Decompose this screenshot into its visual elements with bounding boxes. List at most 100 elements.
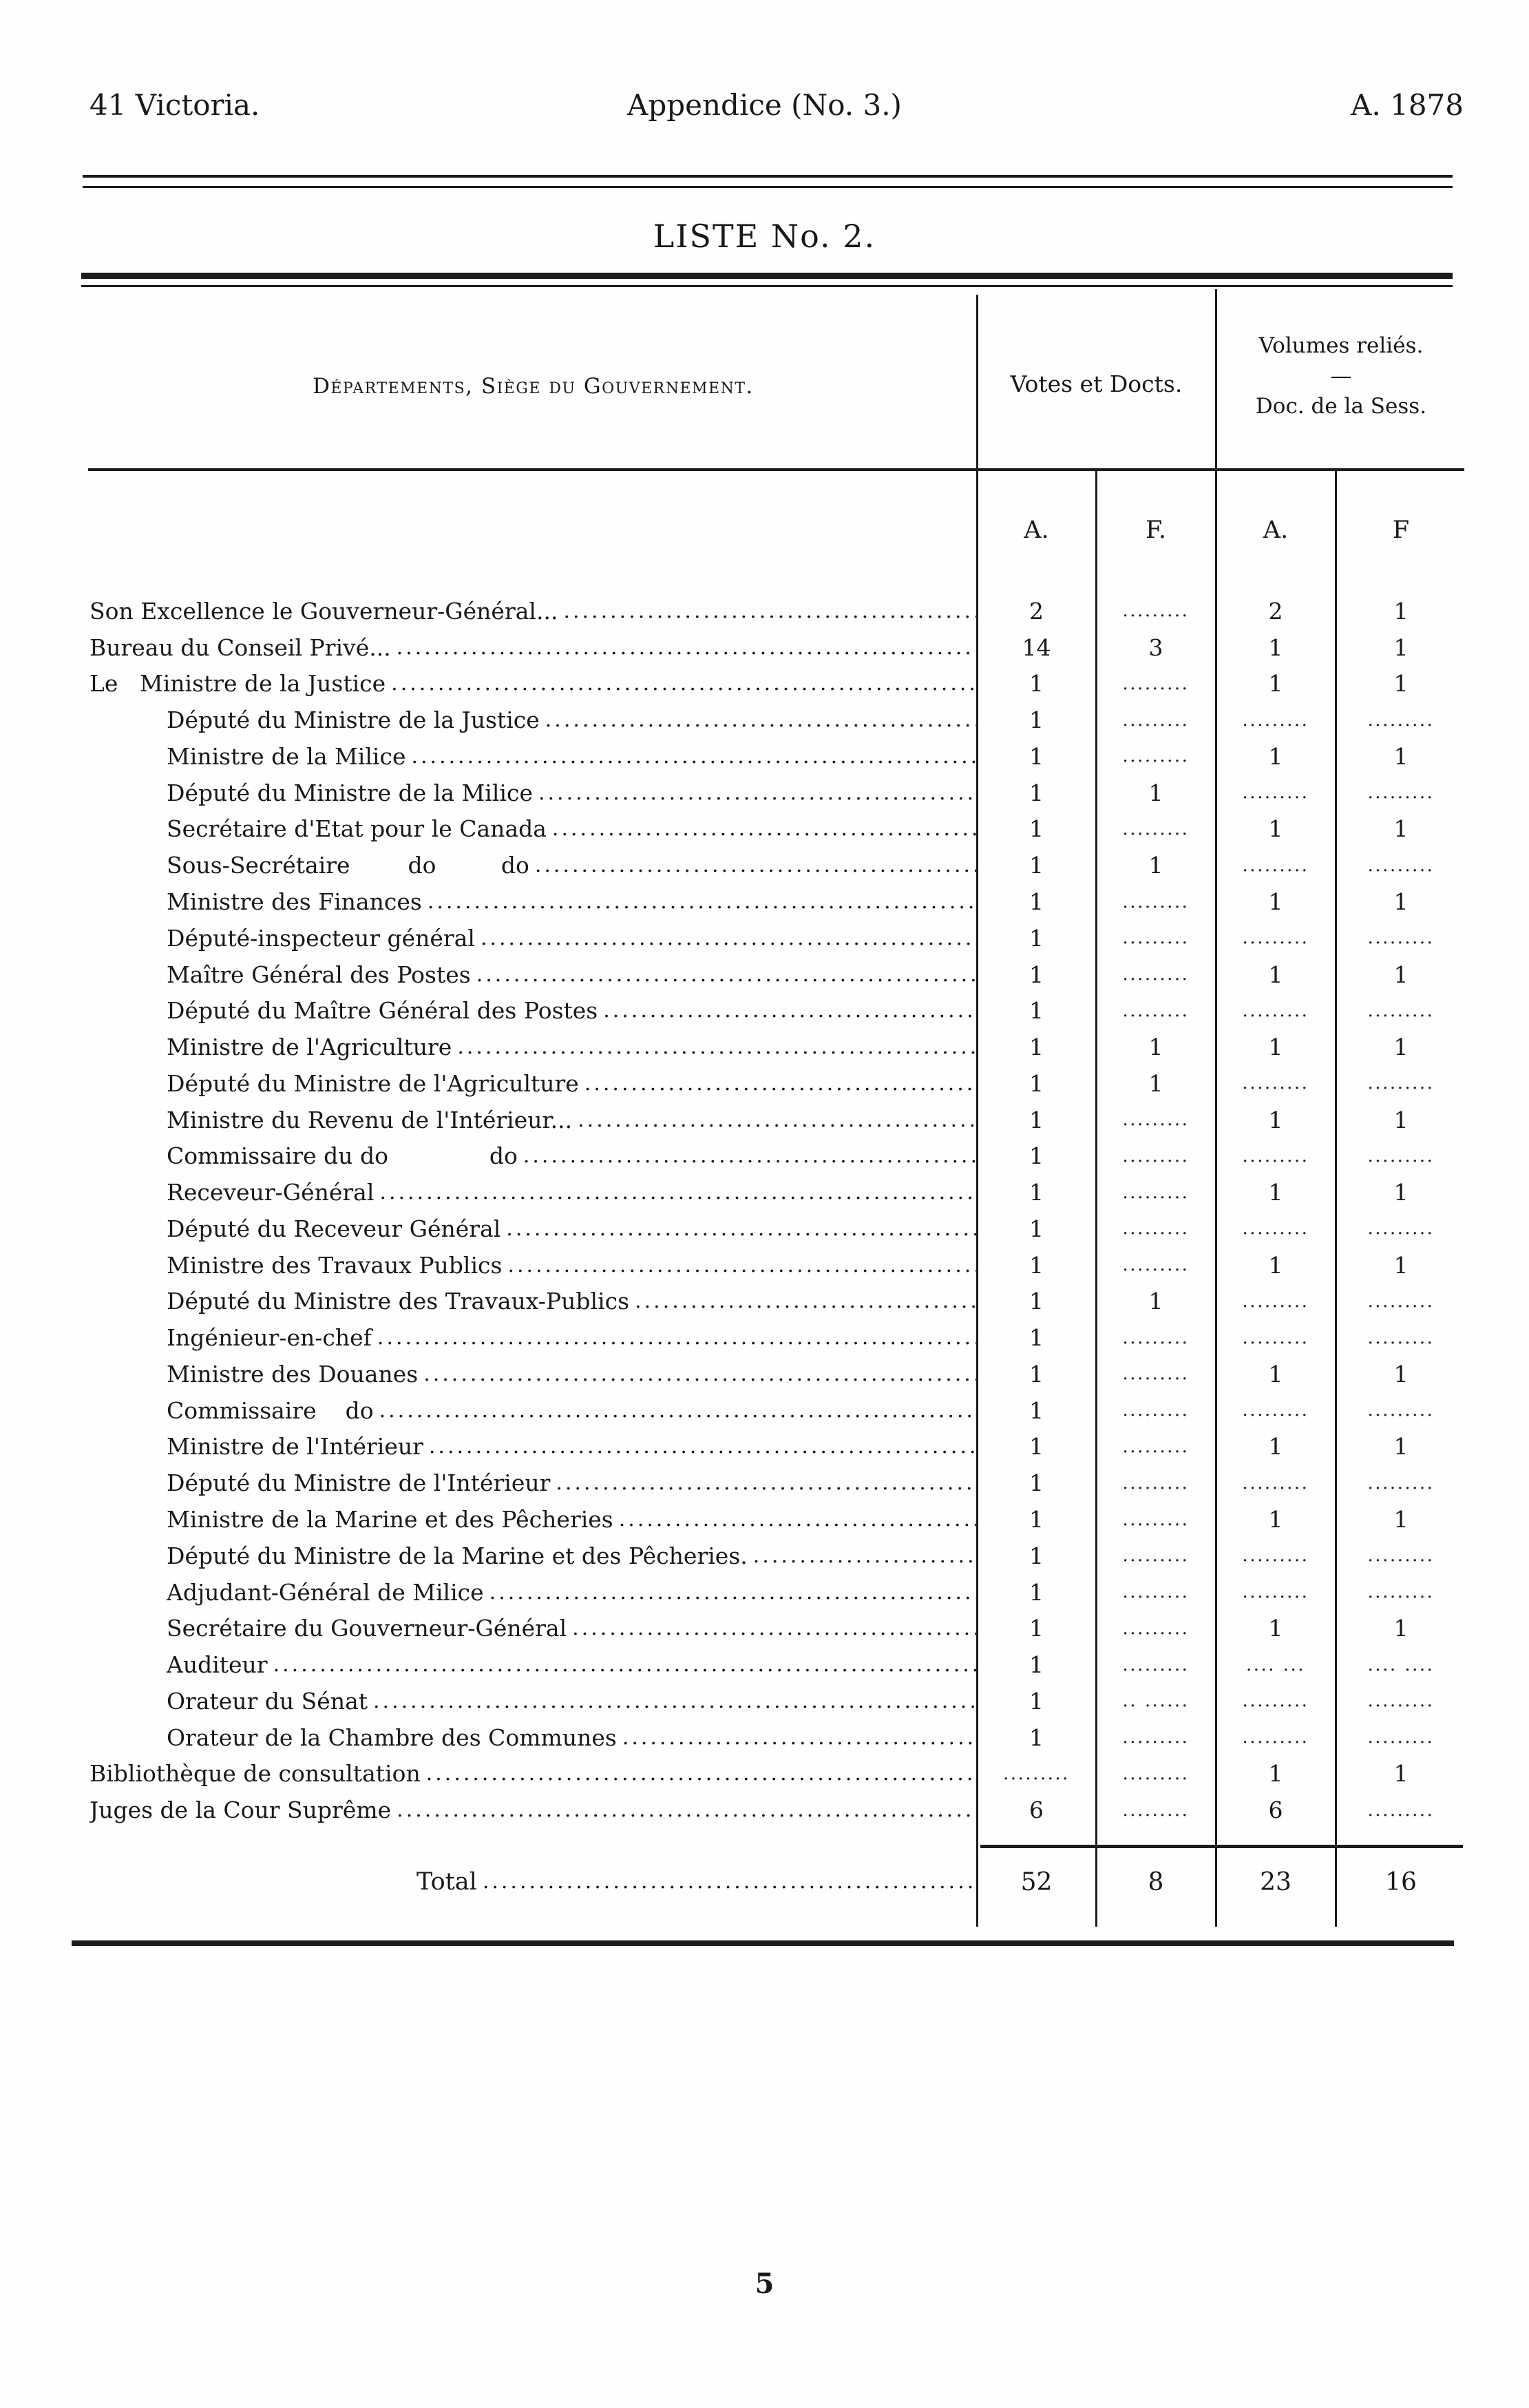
cell-volumes-f: 1 xyxy=(1393,1760,1409,1788)
row-label-cell: Commissaire do..........................… xyxy=(89,1397,977,1424)
row-label-cell: Député du Ministre de l'Agriculture.....… xyxy=(89,1070,977,1097)
cell-votes-f: ......... xyxy=(1122,1255,1190,1276)
cell-votes-a: 1 xyxy=(1029,1251,1044,1279)
cell-votes-f: ......... xyxy=(1122,1799,1190,1821)
dot-leader: ........................................… xyxy=(377,1326,977,1350)
row-label-cell: Sous-Secrétaire do do...................… xyxy=(89,852,977,879)
cell-votes-f: ......... xyxy=(1122,1582,1190,1603)
cell-volumes-f: ......... xyxy=(1367,1218,1435,1239)
cell-volumes-a: ......... xyxy=(1242,1073,1309,1094)
row-label: Député du Ministre de la Marine et des P… xyxy=(167,1542,748,1569)
total-votes-f: 8 xyxy=(1148,1867,1164,1896)
double-rule-top-1 xyxy=(83,175,1453,178)
row-label: Commissaire do xyxy=(167,1396,374,1424)
row-label-cell: Auditeur................................… xyxy=(89,1651,977,1678)
row-label: Député du Ministre de la Milice xyxy=(167,779,533,806)
table-top-rule-thin xyxy=(81,285,1453,287)
table-row: Ministre de la Marine et des Pêcheries..… xyxy=(89,1501,1466,1538)
running-head: 41 Victoria. Appendice (No. 3.) A. 1878 xyxy=(0,88,1529,129)
cell-volumes-a: ......... xyxy=(1242,1690,1309,1712)
cell-volumes-a: 1 xyxy=(1268,1360,1283,1388)
running-head-center: Appendice (No. 3.) xyxy=(627,88,902,122)
row-label-cell: Député du Ministre de la Justice........… xyxy=(89,706,977,733)
table-row: Ministre des Finances...................… xyxy=(89,883,1466,920)
table-row: Receveur-Général........................… xyxy=(89,1174,1466,1211)
column-header-volumes-dash: — xyxy=(1330,364,1352,388)
cell-votes-f: ......... xyxy=(1122,891,1190,912)
row-label: Ministre du Revenu de l'Intérieur... xyxy=(167,1106,573,1133)
cell-votes-a: 1 xyxy=(1029,997,1044,1025)
table-row: Député-inspecteur général...............… xyxy=(89,920,1466,956)
row-label: Ministre des Finances xyxy=(167,888,422,915)
table-row: Secrétaire d'Etat pour le Canada........… xyxy=(89,811,1466,848)
table-row: Député du Ministre de la Justice........… xyxy=(89,702,1466,738)
table-top-rule-thick xyxy=(81,273,1453,279)
dot-leader: ........................................… xyxy=(551,817,977,841)
total-label-cell: Total ..................................… xyxy=(89,1868,977,1896)
cell-volumes-f: ......... xyxy=(1367,782,1435,804)
cell-votes-f: ......... xyxy=(1122,1436,1190,1457)
cell-volumes-a: 1 xyxy=(1268,1106,1283,1133)
dot-leader: ........................................… xyxy=(507,1253,977,1277)
cell-votes-a: 1 xyxy=(1029,1069,1044,1097)
row-label: Député du Receveur Général xyxy=(167,1215,501,1242)
cell-volumes-f: 1 xyxy=(1393,1034,1409,1061)
cell-volumes-a: 1 xyxy=(1268,888,1283,915)
table-row: Député du Ministre des Travaux-Publics..… xyxy=(89,1284,1466,1320)
cell-volumes-a: 2 xyxy=(1268,597,1283,625)
cell-volumes-f: 1 xyxy=(1393,1433,1409,1460)
table-row: Son Excellence le Gouverneur-Général....… xyxy=(89,593,1466,629)
table-row: Maître Général des Postes...............… xyxy=(89,956,1466,993)
cell-votes-f: ......... xyxy=(1122,1545,1190,1567)
row-label: Député du Ministre de l'Intérieur xyxy=(167,1469,551,1497)
cell-votes-f: ......... xyxy=(1122,1363,1190,1385)
dot-leader: ........................................… xyxy=(397,1798,977,1823)
cell-volumes-a: 1 xyxy=(1268,815,1283,843)
table-row: Le Ministre de la Justice...............… xyxy=(89,666,1466,702)
row-label-cell: Ministre des Travaux Publics............… xyxy=(89,1252,977,1279)
table-row: Adjudant-Général de Milice..............… xyxy=(89,1574,1466,1611)
cell-votes-f: ......... xyxy=(1122,1327,1190,1348)
dot-leader: ........................................… xyxy=(622,1725,977,1750)
cell-volumes-f: ......... xyxy=(1367,1582,1435,1603)
cell-votes-f: ......... xyxy=(1122,1654,1190,1675)
dot-leader: ........................................… xyxy=(379,1180,977,1205)
dot-leader: ........................................… xyxy=(603,998,977,1023)
cell-volumes-f: 1 xyxy=(1393,634,1409,661)
table-row: Député du Maître Général des Postes.....… xyxy=(89,992,1466,1029)
dot-leader: ........................................… xyxy=(506,1216,977,1241)
cell-votes-f: 1 xyxy=(1148,1034,1163,1061)
cell-votes-a: 1 xyxy=(1029,1142,1044,1170)
dot-leader: ........................................… xyxy=(391,671,977,696)
cell-votes-f: ......... xyxy=(1122,1509,1190,1530)
cell-votes-a: 1 xyxy=(1029,779,1044,806)
cell-votes-a: 1 xyxy=(1029,924,1044,952)
cell-votes-a: 1 xyxy=(1029,1324,1044,1352)
row-label-cell: Député du Ministre de la Marine et des P… xyxy=(89,1542,977,1569)
cell-votes-f: ......... xyxy=(1122,673,1190,694)
row-label: Ministre de la Milice xyxy=(167,742,406,770)
dot-leader: ........................................… xyxy=(563,598,977,623)
cell-votes-a: 1 xyxy=(1029,1469,1044,1497)
running-head-left: 41 Victoria. xyxy=(89,88,260,122)
cell-volumes-a: ......... xyxy=(1242,1218,1309,1239)
row-label-cell: Député du Receveur Général..............… xyxy=(89,1215,977,1242)
cell-volumes-a: 1 xyxy=(1268,961,1283,988)
table-row: Ministre de la Milice...................… xyxy=(89,738,1466,775)
cell-votes-a: 1 xyxy=(1029,670,1044,698)
table-row: Député du Ministre de l'Agriculture.....… xyxy=(89,1065,1466,1102)
row-label: Ingénieur-en-chef xyxy=(167,1324,372,1352)
cell-volumes-f: ......... xyxy=(1367,1690,1435,1712)
column-line-1 xyxy=(976,295,978,1927)
cell-volumes-a: ......... xyxy=(1242,1727,1309,1748)
cell-votes-f: 1 xyxy=(1148,779,1163,806)
cell-votes-f: ......... xyxy=(1122,928,1190,949)
row-label-cell: Ministre des Finances...................… xyxy=(89,888,977,915)
subheader-volumes-a: A. xyxy=(1263,516,1289,544)
table-row: Orateur du Sénat........................… xyxy=(89,1683,1466,1719)
dot-leader: ........................................… xyxy=(425,1761,977,1786)
row-label: Député du Maître Général des Postes xyxy=(167,997,598,1025)
cell-votes-f: ......... xyxy=(1122,1763,1190,1784)
row-label-cell: Bibliothèque de consultation............… xyxy=(89,1760,977,1787)
dot-leader: ........................................… xyxy=(523,1144,977,1169)
